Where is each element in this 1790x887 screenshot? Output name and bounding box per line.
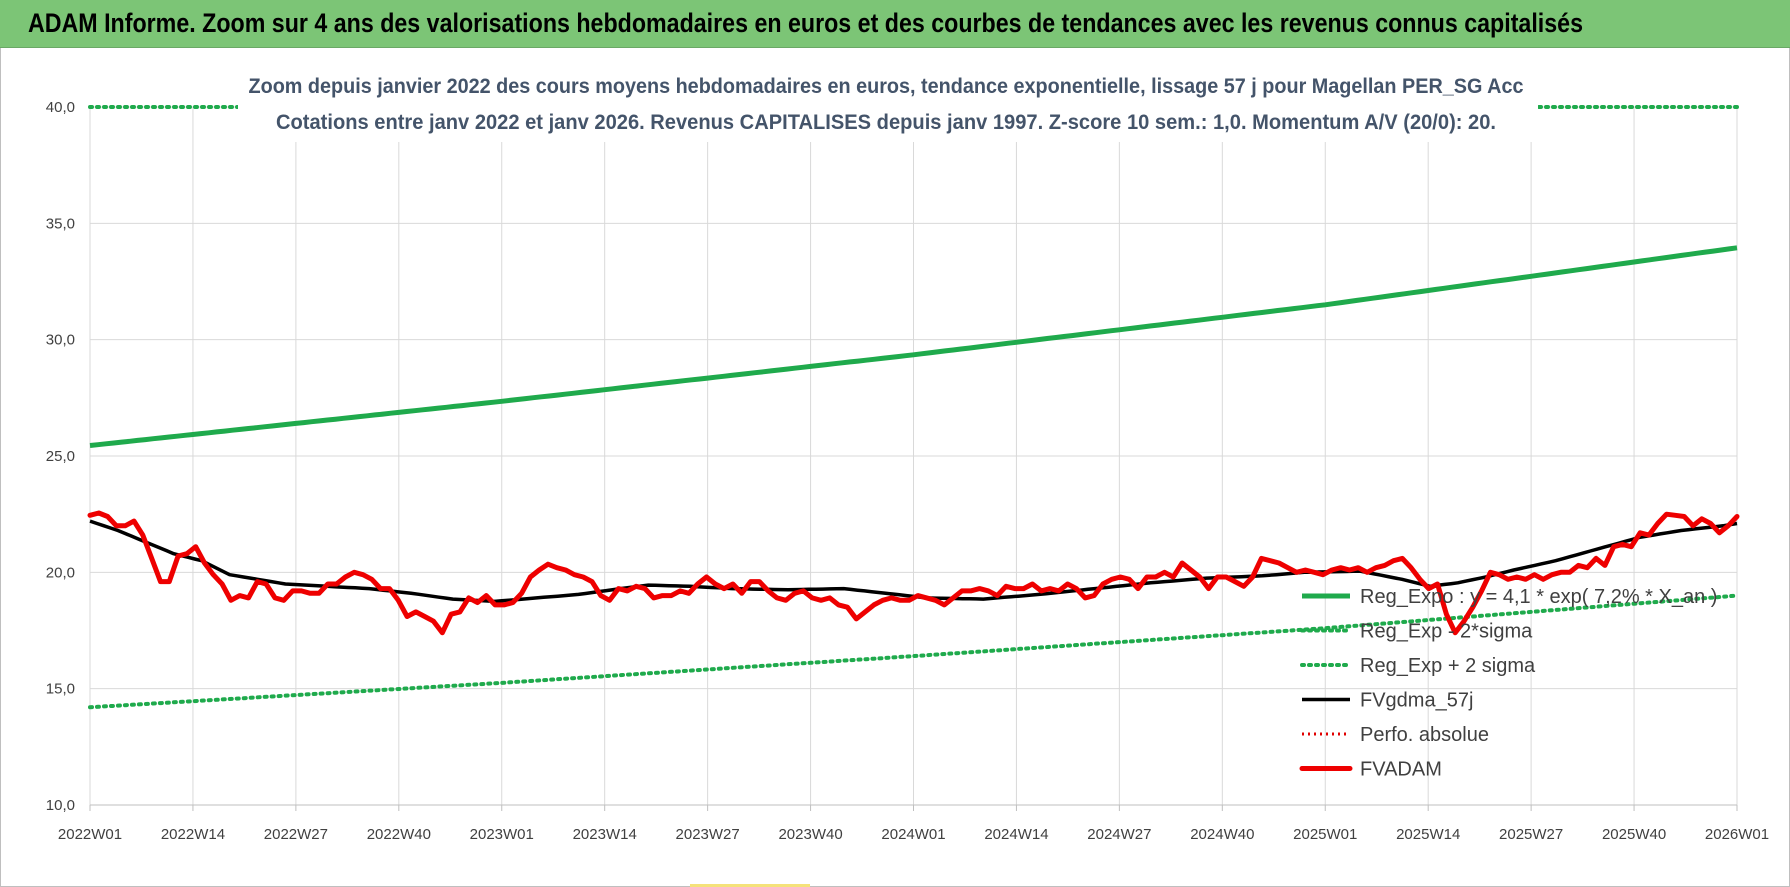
x-tick-label: 2025W27 (1499, 826, 1563, 843)
y-tick-label: 15,0 (46, 681, 75, 698)
bottom-strip (690, 884, 810, 887)
y-tick-label: 25,0 (46, 448, 75, 465)
axes: 10,0 15,0 20,0 25,0 30,0 35,0 40,0 2022W01 2022W… (46, 99, 1769, 843)
x-tick-label: 2022W01 (58, 826, 122, 843)
x-tick-label: 2024W40 (1190, 826, 1254, 843)
x-tick-label: 2023W14 (573, 826, 637, 843)
y-tick-label: 30,0 (46, 332, 75, 349)
legend-label: Reg_Exp + 2 sigma (1360, 655, 1536, 677)
title-background (238, 66, 1538, 142)
grid (89, 106, 1738, 806)
reg-exp-minus-2sigma-line (88, 593, 1739, 710)
x-tick-label: 2023W27 (676, 826, 740, 843)
chart-title-line-1: Zoom depuis janvier 2022 des cours moyen… (249, 75, 1524, 98)
y-tick-label: 40,0 (46, 99, 75, 116)
header-bar: ADAM Informe. Zoom sur 4 ans des valoris… (0, 0, 1790, 48)
x-tick-label: 2024W01 (881, 826, 945, 843)
fvadam-line (87, 510, 1740, 636)
page-title: ADAM Informe. Zoom sur 4 ans des valoris… (28, 8, 1583, 38)
x-tick-label: 2024W14 (984, 826, 1048, 843)
y-tick-label: 35,0 (46, 215, 75, 232)
chart-title: Zoom depuis janvier 2022 des cours moyen… (238, 66, 1538, 142)
chart-title-line-2: Cotations entre janv 2022 et janv 2026. … (276, 111, 1496, 134)
reg-expo-line (89, 245, 1738, 448)
legend-label: FVADAM (1360, 759, 1442, 781)
legend: Reg_Expo : y = 4,1 * exp( 7,2% * X_an ) R… (1299, 586, 1717, 781)
y-tick-label: 10,0 (46, 797, 75, 814)
legend-label: Perfo. absolue (1360, 724, 1489, 746)
x-tick-label: 2023W40 (778, 826, 842, 843)
x-tick-label: 2022W14 (161, 826, 225, 843)
x-tick-label: 2025W14 (1396, 826, 1460, 843)
legend-label: Reg_Exp - 2*sigma (1360, 621, 1533, 643)
x-tick-label: 2022W40 (367, 826, 431, 843)
x-tick-label: 2026W01 (1705, 826, 1769, 843)
x-tick-label: 2022W27 (264, 826, 328, 843)
x-tick-label: 2024W27 (1087, 826, 1151, 843)
x-tick-label: 2023W01 (470, 826, 534, 843)
legend-label: FVgdma_57j (1360, 690, 1473, 712)
y-tick-label: 20,0 (46, 564, 75, 581)
legend-label: Reg_Expo : y = 4,1 * exp( 7,2% * X_an ) (1360, 586, 1717, 608)
x-tick-label: 2025W01 (1293, 826, 1357, 843)
x-tick-label: 2025W40 (1602, 826, 1666, 843)
